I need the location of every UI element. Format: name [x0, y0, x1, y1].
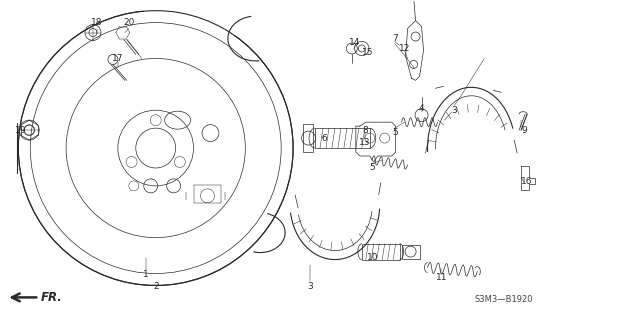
Text: 5: 5: [369, 164, 375, 172]
Text: 11: 11: [436, 273, 447, 282]
Text: 17: 17: [112, 54, 124, 63]
Text: 3: 3: [452, 106, 457, 115]
Text: 6: 6: [321, 133, 327, 143]
Text: 9: 9: [521, 126, 527, 135]
Bar: [362, 244, 399, 260]
Text: 2: 2: [153, 282, 159, 291]
Bar: [402, 244, 420, 259]
Text: 15: 15: [362, 48, 373, 57]
Bar: [315, 128, 369, 148]
Text: 14: 14: [349, 38, 361, 47]
Text: 1: 1: [143, 270, 148, 279]
Text: S3M3—B1920: S3M3—B1920: [475, 295, 533, 304]
Text: 20: 20: [123, 18, 134, 27]
Text: 8: 8: [362, 126, 368, 135]
Text: 18: 18: [91, 18, 103, 27]
Bar: [303, 124, 313, 152]
Text: 12: 12: [399, 44, 410, 53]
Bar: [194, 185, 222, 203]
Text: 3: 3: [307, 282, 313, 291]
Text: 5: 5: [392, 128, 397, 137]
Text: 7: 7: [392, 34, 397, 43]
Text: 19: 19: [15, 126, 26, 135]
Text: FR.: FR.: [41, 291, 63, 304]
Text: 13: 13: [359, 138, 371, 147]
Text: 4: 4: [419, 104, 424, 113]
Text: 16: 16: [521, 177, 533, 187]
Text: 10: 10: [367, 253, 378, 262]
